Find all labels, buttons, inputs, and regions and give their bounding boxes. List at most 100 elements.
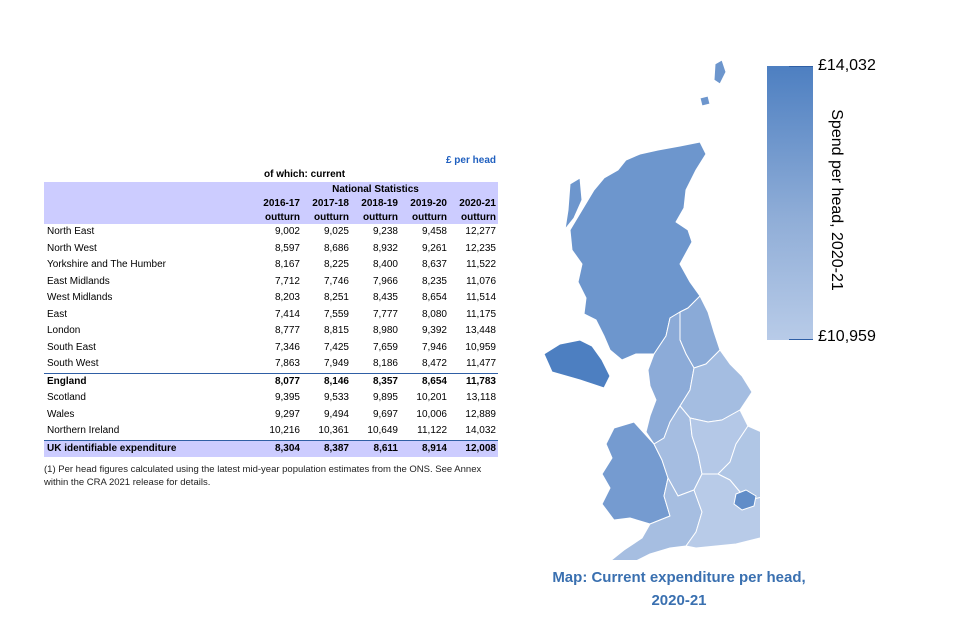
row-value: 8,357: [351, 372, 400, 390]
table-row: Northern Ireland 10,216 10,361 10,649 11,122…: [44, 423, 498, 440]
row-value: 11,175: [466, 308, 496, 320]
row-value: 12,889: [465, 408, 496, 420]
row-value: 10,201: [416, 392, 447, 403]
row-value: 9,697: [372, 408, 398, 420]
legend-min-label: £10,959: [818, 328, 876, 345]
row-value: 8,654: [400, 372, 449, 390]
row-value: 11,514: [466, 292, 496, 303]
expenditure-table-panel: £ per head of which: current National St…: [44, 154, 498, 489]
row-value: 8,914: [400, 439, 449, 457]
row-value: 8,932: [372, 242, 398, 254]
row-value: 7,414: [274, 308, 300, 320]
outturn-header: outturn: [302, 211, 351, 224]
row-value: 9,494: [323, 408, 349, 420]
row-value: 12,277: [465, 226, 496, 237]
row-value: 8,435: [372, 292, 398, 303]
table-row: North West 8,597 8,686 8,932 9,261 12,235: [44, 241, 498, 258]
row-label: UK identifiable expenditure: [44, 439, 253, 457]
row-value: 8,251: [323, 292, 349, 303]
row-value: 10,959: [465, 341, 496, 353]
row-label: North East: [47, 226, 95, 237]
legend-max-label: £14,032: [818, 57, 876, 74]
row-value: 10,361: [318, 425, 349, 436]
row-value: 9,261: [421, 242, 447, 254]
year-header: 2020-21: [449, 197, 498, 211]
row-value: 7,777: [372, 308, 398, 320]
row-value: 13,448: [465, 325, 496, 336]
table-row: South West 7,863 7,949 8,186 8,472 11,477: [44, 356, 498, 373]
row-label: South West: [47, 358, 99, 369]
row-value: 12,235: [465, 242, 496, 254]
row-value: 7,346: [274, 341, 300, 353]
footnote: (1) Per head figures calculated using th…: [44, 464, 482, 488]
legend-max-tick: [789, 66, 813, 67]
year-header: 2018-19: [351, 197, 400, 211]
table-header-band: National Statistics: [44, 182, 498, 197]
outturn-header: outturn: [253, 211, 302, 224]
row-value: 10,649: [367, 425, 398, 436]
row-label: Northern Ireland: [47, 425, 120, 436]
row-value: 7,863: [274, 358, 300, 369]
row-value: 7,559: [323, 308, 349, 320]
row-value: 8,235: [421, 275, 447, 287]
row-label: West Midlands: [47, 292, 113, 303]
row-label: London: [47, 325, 81, 336]
expenditure-table: National Statistics 2016-17 2017-18 2018…: [44, 182, 498, 457]
row-value: 8,203: [274, 292, 300, 303]
region-scotland-islands: [699, 59, 727, 107]
unit-note: £ per head: [445, 155, 496, 166]
year-header: 2017-18: [302, 197, 351, 211]
row-value: 8,080: [421, 308, 447, 320]
row-value: 9,297: [274, 408, 300, 420]
table-header-years: 2016-17 2017-18 2018-19 2019-20 2020-21: [44, 197, 498, 211]
row-label: East Midlands: [47, 275, 110, 287]
legend-min-tick: [789, 339, 813, 340]
row-value: 8,167: [274, 259, 300, 270]
row-label: Yorkshire and The Humber: [47, 259, 166, 270]
region-northern-ireland: [543, 339, 611, 389]
row-value: 8,304: [253, 439, 302, 457]
row-value: 9,238: [372, 226, 398, 237]
outturn-header: outturn: [351, 211, 400, 224]
table-row: England 8,077 8,146 8,357 8,654 11,783: [44, 372, 498, 390]
legend-title: Spend per head, 2020-21: [828, 109, 845, 291]
table-body: North East 9,002 9,025 9,238 9,458 12,277 Nort…: [44, 224, 498, 457]
row-value: 11,783: [449, 372, 498, 390]
row-value: 8,225: [323, 259, 349, 270]
row-value: 9,025: [323, 226, 349, 237]
row-value: 8,611: [351, 439, 400, 457]
row-value: 7,966: [372, 275, 398, 287]
table-row: North East 9,002 9,025 9,238 9,458 12,277: [44, 224, 498, 241]
row-label: Wales: [47, 408, 75, 420]
outturn-header: outturn: [400, 211, 449, 224]
row-value: 9,533: [323, 392, 349, 403]
row-label: England: [44, 372, 253, 390]
table-row: Yorkshire and The Humber 8,167 8,225 8,400 8…: [44, 257, 498, 274]
row-value: 8,077: [253, 372, 302, 390]
row-value: 7,425: [323, 341, 349, 353]
table-row: Scotland 9,395 9,533 9,895 10,201 13,118: [44, 390, 498, 407]
row-value: 9,002: [274, 226, 300, 237]
table-header-outturn: outturn outturn outturn outturn outturn: [44, 211, 498, 224]
national-statistics-label: National Statistics: [253, 182, 498, 197]
row-value: 7,946: [421, 341, 447, 353]
year-header: 2019-20: [400, 197, 449, 211]
row-value: 9,392: [421, 325, 447, 336]
row-value: 7,746: [323, 275, 349, 287]
row-value: 11,122: [417, 425, 447, 436]
year-header: 2016-17: [253, 197, 302, 211]
row-value: 9,458: [421, 226, 447, 237]
region-south-west: [610, 477, 703, 560]
row-value: 8,400: [372, 259, 398, 270]
legend-color-scale: [767, 66, 813, 340]
table-row: London 8,777 8,815 8,980 9,392 13,448: [44, 323, 498, 340]
table-row: East 7,414 7,559 7,777 8,080 11,175: [44, 307, 498, 324]
table-row: West Midlands 8,203 8,251 8,435 8,654 11,514: [44, 290, 498, 307]
table-row: Wales 9,297 9,494 9,697 10,006 12,889: [44, 407, 498, 424]
row-value: 12,008: [449, 439, 498, 457]
row-value: 7,949: [323, 358, 349, 369]
row-value: 8,686: [323, 242, 349, 254]
table-row: UK identifiable expenditure 8,304 8,387 8,6…: [44, 439, 498, 457]
row-value: 11,477: [466, 358, 496, 369]
row-value: 8,980: [372, 325, 398, 336]
